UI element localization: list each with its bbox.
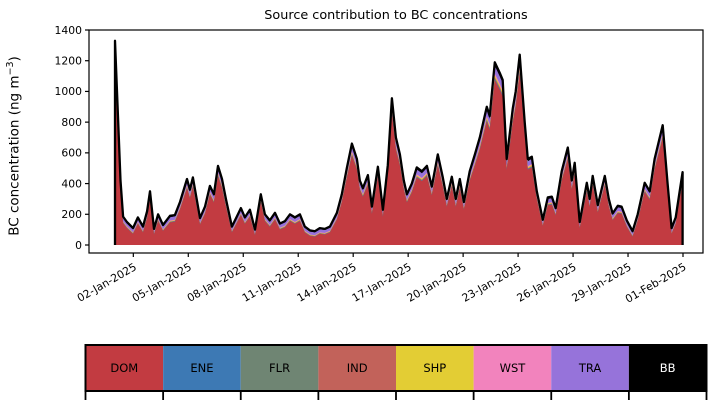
y-axis-label: BC concentration (ng m−3): [5, 0, 23, 296]
total-outline: [113, 39, 684, 245]
x-tick-label: 14-Jan-2025: [295, 260, 359, 304]
y-axis-label-close: ): [6, 56, 23, 62]
legend-swatch-tra: [551, 345, 629, 391]
x-tick-label: 08-Jan-2025: [185, 260, 249, 304]
legend-label-shp: SHP: [423, 361, 446, 375]
y-tick-label: 1000: [55, 85, 83, 98]
legend-swatch-flr: [240, 345, 319, 391]
y-tick-label: 600: [61, 147, 82, 160]
legend-label-dom: DOM: [110, 361, 138, 375]
x-tick-label: 20-Jan-2025: [405, 260, 469, 304]
y-axis-label-superscript: −3: [5, 61, 16, 76]
legend-label-flr: FLR: [269, 361, 290, 375]
legend-label-ind: IND: [347, 361, 368, 375]
plot-border: [88, 29, 704, 254]
y-tick-label: 800: [61, 116, 82, 129]
legend-label-ene: ENE: [190, 361, 213, 375]
legend-swatch-wst: [473, 345, 552, 391]
x-tick-label: 23-Jan-2025: [460, 260, 524, 304]
x-tick-label: 26-Jan-2025: [515, 260, 579, 304]
legend-swatch-dom: [85, 345, 164, 391]
y-tick-label: 0: [75, 239, 82, 252]
y-tick-label: 1400: [55, 24, 83, 37]
legend-swatch-ene: [163, 345, 241, 391]
legend-label-bb: BB: [660, 361, 676, 375]
area-layer-dom: [115, 59, 683, 246]
x-tick-label: 11-Jan-2025: [240, 260, 304, 304]
legend-swatch-ind: [318, 345, 396, 391]
y-tick-label: 200: [61, 208, 82, 221]
chart-title: Source contribution to BC concentrations: [264, 8, 528, 23]
y-tick-label: 1200: [55, 55, 83, 68]
x-tick-label: 01-Feb-2025: [623, 260, 688, 305]
legend-swatch-shp: [396, 345, 474, 391]
x-tick-label: 17-Jan-2025: [350, 260, 414, 304]
x-tick-label: 29-Jan-2025: [570, 260, 634, 304]
x-tick-label: 05-Jan-2025: [130, 260, 194, 304]
x-tick-label: 02-Jan-2025: [75, 260, 139, 304]
legend-swatch-bb: [628, 345, 707, 391]
y-axis-label-text: BC concentration (ng m: [6, 75, 23, 236]
y-tick-label: 400: [61, 177, 82, 190]
legend-label-wst: WST: [500, 361, 527, 375]
legend-label-tra: TRA: [578, 361, 602, 375]
